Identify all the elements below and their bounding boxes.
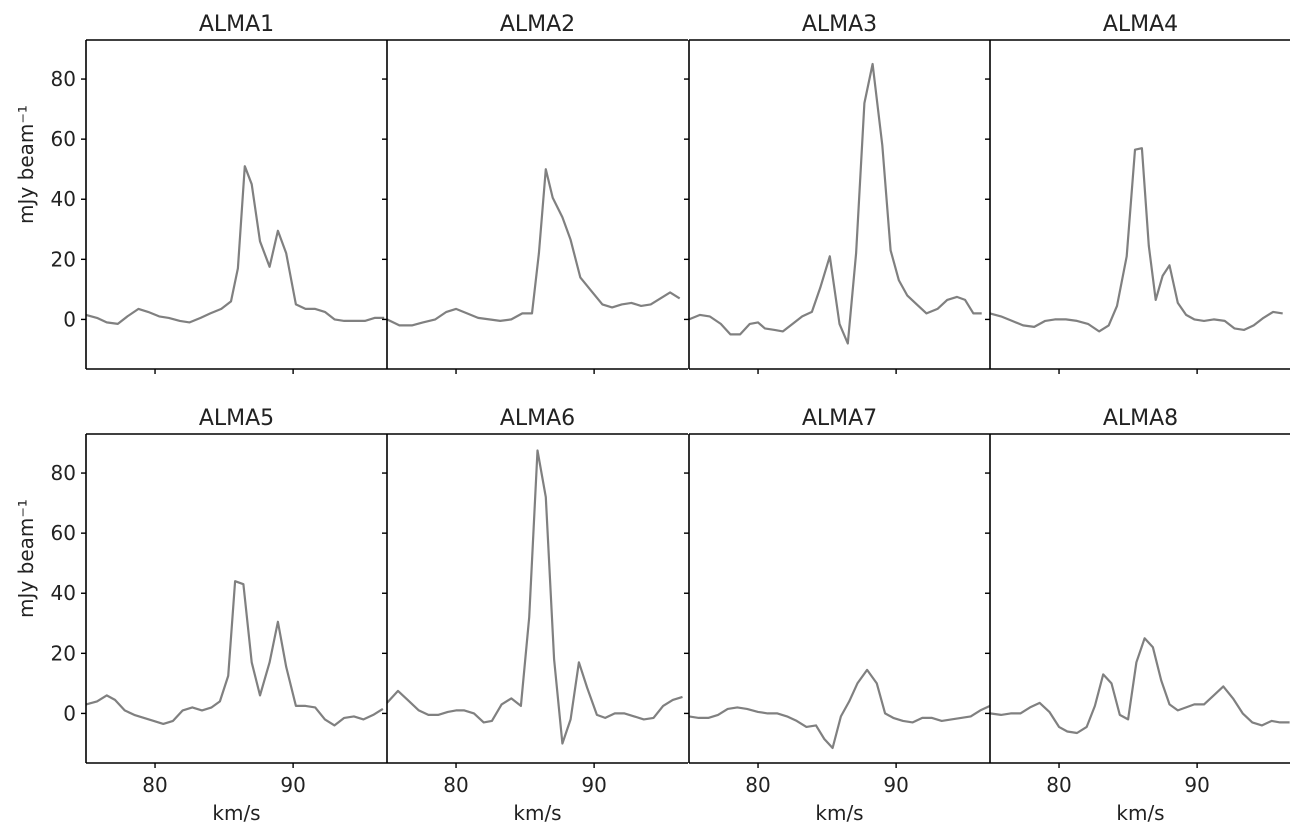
panel-title-2: ALMA2: [500, 12, 575, 37]
y-axis-label: mJy beam⁻¹: [14, 499, 38, 618]
series-line-2: [387, 169, 680, 325]
x-tick-label: 90: [581, 773, 606, 797]
panel-title-5: ALMA5: [199, 406, 274, 431]
x-tick-label: 80: [142, 773, 167, 797]
y-tick-label: 40: [51, 581, 76, 605]
panel-title-7: ALMA7: [802, 406, 877, 431]
y-tick-label: 0: [63, 701, 76, 725]
y-tick-label: 20: [51, 247, 76, 271]
panel-title-1: ALMA1: [199, 12, 274, 37]
y-axis-label: mJy beam⁻¹: [14, 105, 38, 224]
x-tick-label: 80: [443, 773, 468, 797]
x-tick-label: 90: [280, 773, 305, 797]
series-line-7: [689, 670, 990, 748]
x-axis-label: km/s: [815, 801, 863, 825]
x-axis-label: km/s: [212, 801, 260, 825]
y-tick-label: 80: [51, 461, 76, 485]
series-line-8: [990, 638, 1290, 733]
x-tick-label: 80: [745, 773, 770, 797]
panel-title-8: ALMA8: [1103, 406, 1178, 431]
series-line-4: [990, 148, 1283, 331]
y-tick-label: 20: [51, 641, 76, 665]
series-line-1: [86, 166, 384, 324]
x-tick-label: 90: [1184, 773, 1209, 797]
y-tick-label: 60: [51, 521, 76, 545]
series-line-5: [86, 581, 383, 725]
x-tick-label: 80: [1046, 773, 1071, 797]
x-axis-label: km/s: [1116, 801, 1164, 825]
y-tick-label: 60: [51, 127, 76, 151]
panel-title-4: ALMA4: [1103, 12, 1178, 37]
x-tick-label: 90: [883, 773, 908, 797]
y-tick-label: 40: [51, 187, 76, 211]
y-tick-label: 0: [63, 307, 76, 331]
panel-title-6: ALMA6: [500, 406, 575, 431]
x-axis-label: km/s: [513, 801, 561, 825]
y-tick-label: 80: [51, 67, 76, 91]
panel-title-3: ALMA3: [802, 12, 877, 37]
series-line-3: [689, 64, 982, 344]
series-line-6: [387, 451, 683, 744]
